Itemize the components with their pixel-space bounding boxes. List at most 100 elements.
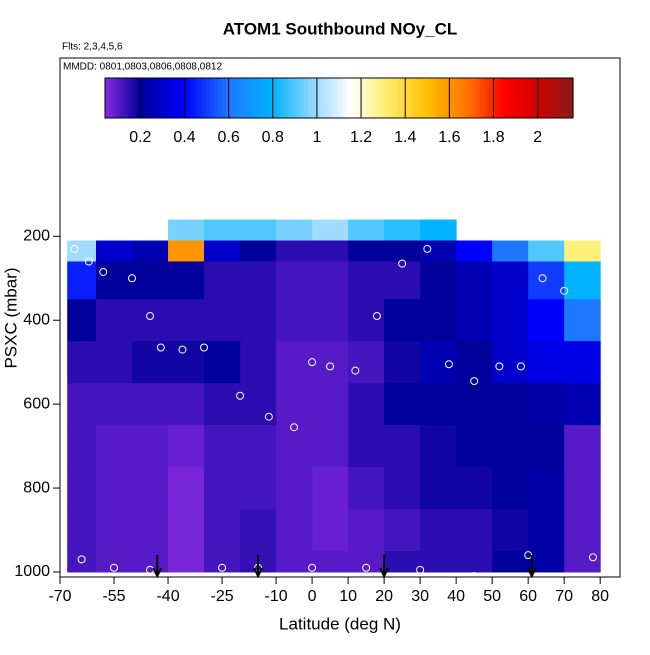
colorbar-swatch — [487, 78, 492, 118]
heat-cell — [492, 467, 529, 510]
heat-cell — [168, 341, 205, 384]
colorbar-swatch — [284, 78, 289, 118]
x-tick-label: 30 — [411, 588, 429, 605]
profile-arrow — [379, 555, 390, 579]
heat-cell — [276, 425, 313, 468]
chart-title: ATOM1 Southbound NOy_CL — [223, 19, 458, 38]
heat-cell — [384, 383, 421, 426]
heat-cell — [132, 261, 169, 300]
flight-point — [84, 257, 93, 266]
heat-cell — [528, 341, 565, 384]
heat-cell — [492, 383, 529, 426]
heat-cell — [312, 299, 349, 342]
heat-cell — [276, 383, 313, 426]
heat-cell — [204, 299, 241, 342]
heat-cell — [96, 299, 133, 342]
colorbar-swatch — [300, 78, 305, 118]
colorbar-tick-label: 0.4 — [173, 129, 195, 146]
colorbar-swatch — [218, 78, 223, 118]
heat-cell — [67, 261, 97, 300]
heat-cell — [168, 219, 205, 242]
colorbar-swatch — [155, 78, 161, 118]
heat-cell — [384, 261, 421, 300]
colorbar-swatch — [288, 78, 293, 118]
colorbar-swatch — [311, 78, 317, 118]
colorbar-swatch — [136, 78, 141, 118]
heat-cell — [456, 425, 493, 468]
heat-cell — [96, 467, 133, 510]
colorbar-swatch — [159, 78, 165, 118]
profile-arrow — [253, 555, 263, 579]
y-tick-label: 800 — [23, 479, 50, 496]
colorbar-swatch — [467, 78, 473, 118]
heat-cell — [96, 341, 133, 384]
colorbar-swatch — [280, 78, 285, 118]
x-tick-label: 10 — [339, 588, 357, 605]
heat-cell — [348, 261, 385, 300]
colorbar-swatch — [545, 78, 551, 118]
colorbar-swatch — [436, 78, 441, 118]
colorbar-swatch — [374, 78, 379, 118]
heat-cell — [492, 299, 529, 342]
colorbar-swatch — [264, 78, 270, 118]
colorbar-swatch — [183, 78, 188, 118]
heat-cell — [528, 425, 565, 468]
profile-arrow — [152, 555, 163, 579]
heat-cell — [348, 341, 385, 384]
colorbar-swatch — [444, 78, 449, 118]
heat-cell — [492, 261, 529, 300]
colorbar-tick-label: 2 — [533, 129, 542, 146]
y-tick-label: 400 — [23, 311, 50, 328]
colorbar-swatch — [323, 78, 328, 118]
heat-cell — [312, 261, 349, 300]
x-tick-label: -25 — [210, 588, 233, 605]
heat-cell — [456, 341, 493, 384]
heat-cell — [348, 467, 385, 510]
heat-cell — [204, 425, 241, 468]
flight-point — [308, 563, 317, 572]
colorbar-swatch — [233, 78, 239, 118]
flight-point — [200, 343, 209, 352]
heat-cell — [168, 299, 205, 342]
heat-cell — [564, 550, 601, 573]
colorbar-swatch — [510, 78, 516, 118]
colorbar-swatch — [526, 78, 531, 118]
heat-cell — [528, 383, 565, 426]
flight-point — [128, 274, 137, 283]
heat-cell — [240, 425, 277, 468]
colorbar-swatch — [498, 78, 504, 118]
colorbar-swatch — [506, 78, 512, 118]
colorbar-swatch — [303, 78, 309, 118]
colorbar-swatch — [124, 78, 129, 118]
heat-cell — [240, 383, 277, 426]
colorbar-tick-label: 1.8 — [482, 129, 504, 146]
x-tick-label: -40 — [156, 588, 179, 605]
flight-point — [372, 312, 381, 321]
heat-cell — [67, 509, 97, 552]
flight-point — [470, 572, 479, 581]
heat-cell — [420, 299, 457, 342]
colorbar-swatch — [210, 78, 215, 118]
heat-cell — [132, 425, 169, 468]
heat-cell — [564, 341, 601, 384]
flight-point — [416, 565, 425, 574]
heat-cell — [276, 550, 313, 573]
flight-point — [398, 259, 407, 268]
heat-cell — [528, 261, 565, 300]
colorbar-swatch — [206, 78, 211, 118]
heat-cell — [204, 550, 241, 573]
heat-cell — [67, 341, 97, 384]
colorbar-swatch — [366, 78, 371, 118]
colorbar-swatch — [331, 78, 336, 118]
heat-cell — [168, 425, 205, 468]
heat-cell — [132, 299, 169, 342]
colorbar-swatch — [401, 78, 406, 118]
heat-cell — [240, 240, 277, 262]
flight-point — [178, 345, 187, 354]
flight-point — [218, 563, 227, 572]
heat-cell — [132, 240, 169, 262]
heat-cell — [456, 299, 493, 342]
colorbar-swatch — [147, 78, 153, 118]
heat-cell — [132, 509, 169, 552]
heat-cell — [348, 425, 385, 468]
